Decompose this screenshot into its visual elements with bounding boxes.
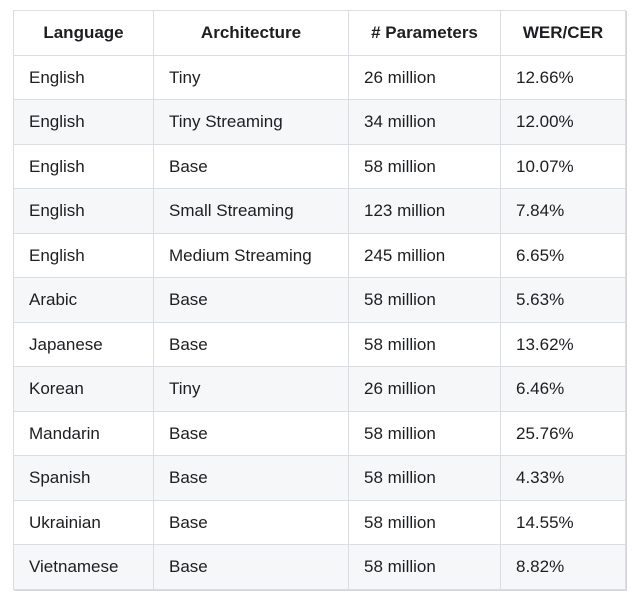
table-cell: Base	[153, 455, 349, 501]
table-cell: 26 million	[348, 366, 501, 412]
table-row: English Small Streaming 123 million 7.84%	[13, 188, 626, 234]
table-cell: 5.63%	[500, 277, 626, 323]
table-cell: Tiny	[153, 366, 349, 412]
table-cell: 7.84%	[500, 188, 626, 234]
table-cell: 58 million	[348, 410, 501, 456]
table-cell: English	[13, 188, 154, 234]
table-cell: 12.00%	[500, 99, 626, 145]
table-cell: English	[13, 54, 154, 100]
table-cell: 58 million	[348, 143, 501, 189]
table-row: Korean Tiny 26 million 6.46%	[13, 366, 626, 412]
table-cell: Base	[153, 321, 349, 367]
table-cell: 6.65%	[500, 232, 626, 278]
table-cell: 34 million	[348, 99, 501, 145]
table-cell: 12.66%	[500, 54, 626, 100]
table-cell: 10.07%	[500, 143, 626, 189]
table-cell: Tiny	[153, 54, 349, 100]
table-cell: 58 million	[348, 277, 501, 323]
table-row: English Tiny Streaming 34 million 12.00%	[13, 99, 626, 145]
table-row: English Medium Streaming 245 million 6.65%	[13, 232, 626, 278]
table-header: Language Architecture # Parameters WER/CER	[13, 10, 626, 56]
table-row: Vietnamese Base 58 million 8.82%	[13, 544, 626, 590]
table-cell: Tiny Streaming	[153, 99, 349, 145]
table-body: English Tiny 26 million 12.66% English Tiny S…	[13, 54, 626, 590]
table-cell: 123 million	[348, 188, 501, 234]
table-row: English Base 58 million 10.07%	[13, 143, 626, 189]
table-cell: 58 million	[348, 321, 501, 367]
table-cell: 8.82%	[500, 544, 626, 590]
table-cell: Base	[153, 277, 349, 323]
column-header: WER/CER	[500, 10, 626, 56]
table-cell: 58 million	[348, 455, 501, 501]
table-cell: 58 million	[348, 499, 501, 545]
table-cell: Korean	[13, 366, 154, 412]
table-cell: Base	[153, 544, 349, 590]
table-cell: Base	[153, 410, 349, 456]
table-cell: Base	[153, 499, 349, 545]
model-results-table: Language Architecture # Parameters WER/CER …	[13, 10, 626, 590]
table-cell: Ukrainian	[13, 499, 154, 545]
table-cell: 13.62%	[500, 321, 626, 367]
table-cell: 14.55%	[500, 499, 626, 545]
table-row: Ukrainian Base 58 million 14.55%	[13, 499, 626, 545]
table-cell: 6.46%	[500, 366, 626, 412]
table-cell: English	[13, 143, 154, 189]
table-cell: 245 million	[348, 232, 501, 278]
table-cell: 25.76%	[500, 410, 626, 456]
table-row: Arabic Base 58 million 5.63%	[13, 277, 626, 323]
column-header: # Parameters	[348, 10, 501, 56]
table-cell: English	[13, 99, 154, 145]
table-cell: Arabic	[13, 277, 154, 323]
table-row: Mandarin Base 58 million 25.76%	[13, 410, 626, 456]
table-row: Spanish Base 58 million 4.33%	[13, 455, 626, 501]
table-cell: Spanish	[13, 455, 154, 501]
table-cell: 4.33%	[500, 455, 626, 501]
table-cell: Medium Streaming	[153, 232, 349, 278]
table-cell: Small Streaming	[153, 188, 349, 234]
table-cell: Mandarin	[13, 410, 154, 456]
table-cell: 26 million	[348, 54, 501, 100]
table-row: English Tiny 26 million 12.66%	[13, 54, 626, 100]
column-header: Architecture	[153, 10, 349, 56]
table-cell: Base	[153, 143, 349, 189]
table-cell: Vietnamese	[13, 544, 154, 590]
table-container: Language Architecture # Parameters WER/CER …	[13, 10, 626, 590]
table-header-row: Language Architecture # Parameters WER/CER	[13, 10, 626, 56]
table-row: Japanese Base 58 million 13.62%	[13, 321, 626, 367]
column-header: Language	[13, 10, 154, 56]
table-cell: English	[13, 232, 154, 278]
table-cell: 58 million	[348, 544, 501, 590]
table-cell: Japanese	[13, 321, 154, 367]
